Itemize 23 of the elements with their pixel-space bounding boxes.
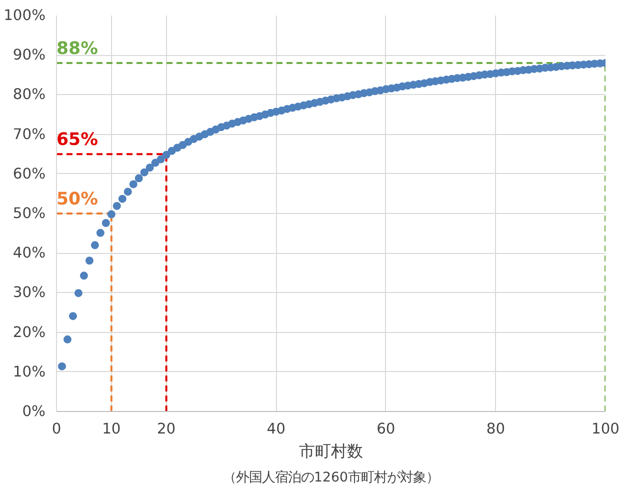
x-axis-title: 市町村数 (299, 442, 363, 460)
y-tick-label: 100% (4, 7, 46, 24)
y-tick-label: 10% (12, 363, 46, 380)
y-tick-label: 20% (12, 324, 46, 341)
x-tick-label: 10 (102, 420, 121, 438)
y-tick-label: 70% (12, 126, 46, 143)
y-tick-label: 0% (22, 403, 46, 420)
x-tick-label: 40 (266, 420, 286, 438)
x-tick-label: 20 (156, 420, 176, 438)
ref-line-label: 50% (56, 190, 98, 210)
x-tick-label: 80 (486, 420, 506, 438)
y-tick-label: 50% (12, 205, 46, 222)
text: （外国人宿泊の1260市町村が対象） (223, 470, 439, 486)
y-tick-label: 30% (12, 284, 46, 302)
y-tick-label: 80% (12, 86, 46, 104)
x-tick-label: 100 (592, 420, 620, 438)
y-tick-label: 60% (12, 165, 46, 182)
ref-line-label: 88% (56, 39, 98, 60)
y-tick-label: 40% (12, 244, 46, 262)
ref-line-label: 65% (56, 130, 98, 150)
x-tick-label: 0 (52, 420, 62, 438)
y-tick-label: 90% (12, 46, 46, 64)
x-tick-label: 60 (376, 420, 396, 438)
